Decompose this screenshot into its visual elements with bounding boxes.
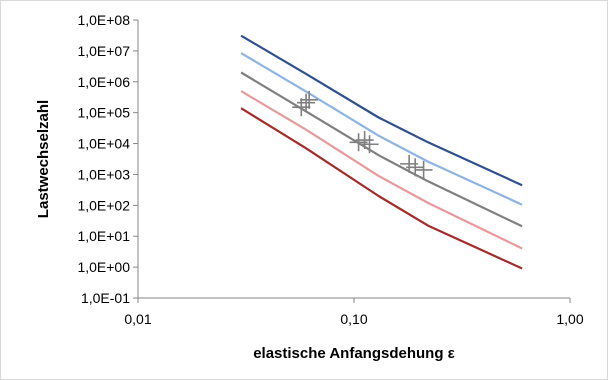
series-layer bbox=[240, 34, 523, 270]
y-tick-label: 1,0E+03 bbox=[77, 166, 130, 182]
series-line-2 bbox=[240, 52, 523, 206]
data-point-marker bbox=[300, 90, 319, 109]
x-axis-ticks: 0,01 0,10 1,00 bbox=[124, 298, 584, 327]
data-point-marker bbox=[355, 131, 374, 150]
y-tick-label: 1,0E+00 bbox=[77, 259, 130, 275]
y-tick-label: 1,0E+01 bbox=[77, 228, 130, 244]
data-point-marker bbox=[414, 160, 433, 179]
y-tick-label: 1,0E+02 bbox=[77, 197, 130, 213]
y-tick-label: 1,0E-01 bbox=[81, 290, 130, 306]
x-tick-label: 0,01 bbox=[124, 311, 151, 327]
x-tick-label: 1,00 bbox=[556, 311, 583, 327]
series-line-3 bbox=[240, 71, 523, 228]
series-line-4 bbox=[240, 90, 523, 250]
y-tick-label: 1,0E+06 bbox=[77, 74, 130, 90]
y-tick-label: 1,0E+08 bbox=[77, 12, 130, 28]
y-axis-ticks: 1,0E-01 1,0E+00 1,0E+01 1,0E+02 1,0E+03 1,0E+… bbox=[77, 12, 138, 306]
marker-layer bbox=[292, 90, 433, 179]
series-line-1 bbox=[240, 34, 523, 187]
series-line-5 bbox=[240, 107, 523, 270]
y-tick-label: 1,0E+04 bbox=[77, 136, 130, 152]
data-point-marker bbox=[406, 158, 425, 177]
y-tick-label: 1,0E+07 bbox=[77, 43, 130, 59]
x-axis-title: elastische Anfangsdehung ε bbox=[253, 345, 455, 362]
y-tick-label: 1,0E+05 bbox=[77, 105, 130, 121]
data-point-marker bbox=[297, 93, 316, 112]
x-tick-label: 0,10 bbox=[340, 311, 367, 327]
data-point-marker bbox=[292, 98, 311, 117]
y-axis-title: Lastwechselzahl bbox=[35, 100, 52, 218]
data-point-marker bbox=[360, 135, 379, 154]
